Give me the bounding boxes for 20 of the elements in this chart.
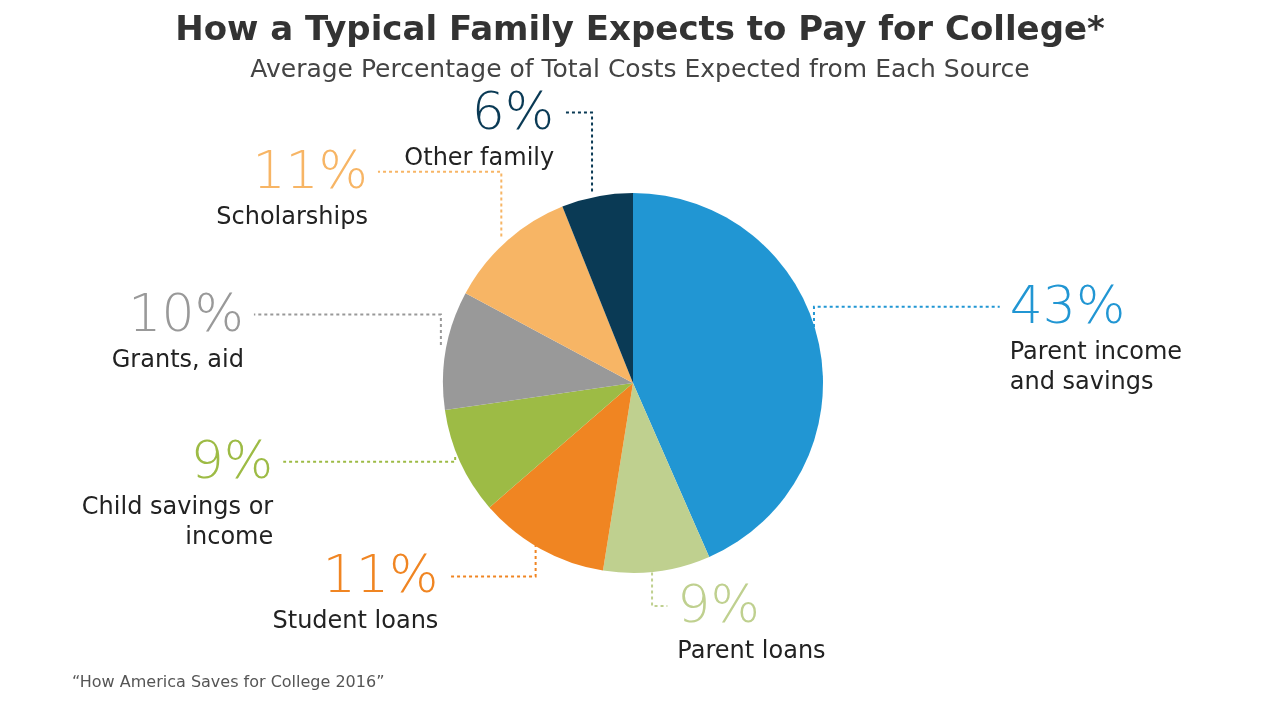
data-label: 43% <box>1009 274 1126 335</box>
pie-slice <box>443 293 633 411</box>
data-label: 10% <box>128 282 244 343</box>
pie-slice <box>562 193 633 383</box>
data-label: 9% <box>677 573 760 634</box>
slice-label: Parent income and savings <box>1009 336 1183 395</box>
slice-label: Other family <box>404 142 555 171</box>
chart-title: How a Typical Family Expects to Pay for College* <box>174 8 1106 48</box>
slice-label: Child savings or income <box>81 491 274 550</box>
data-label: 11% <box>252 139 368 200</box>
slice-label: Parent loans <box>677 635 826 664</box>
data-label: 11% <box>322 544 439 605</box>
text: “How America Saves for College 2016” <box>72 672 385 691</box>
slice-label: Student loans <box>272 606 439 635</box>
slice-label: Grants, aid <box>111 344 244 373</box>
pie-slice <box>465 206 633 383</box>
data-label: 9% <box>190 429 274 490</box>
chart-subtitle: Average Percentage of Total Costs Expected from Each Source <box>249 54 1031 83</box>
slice-label: Scholarships <box>216 201 368 230</box>
pie-slice <box>444 383 633 508</box>
